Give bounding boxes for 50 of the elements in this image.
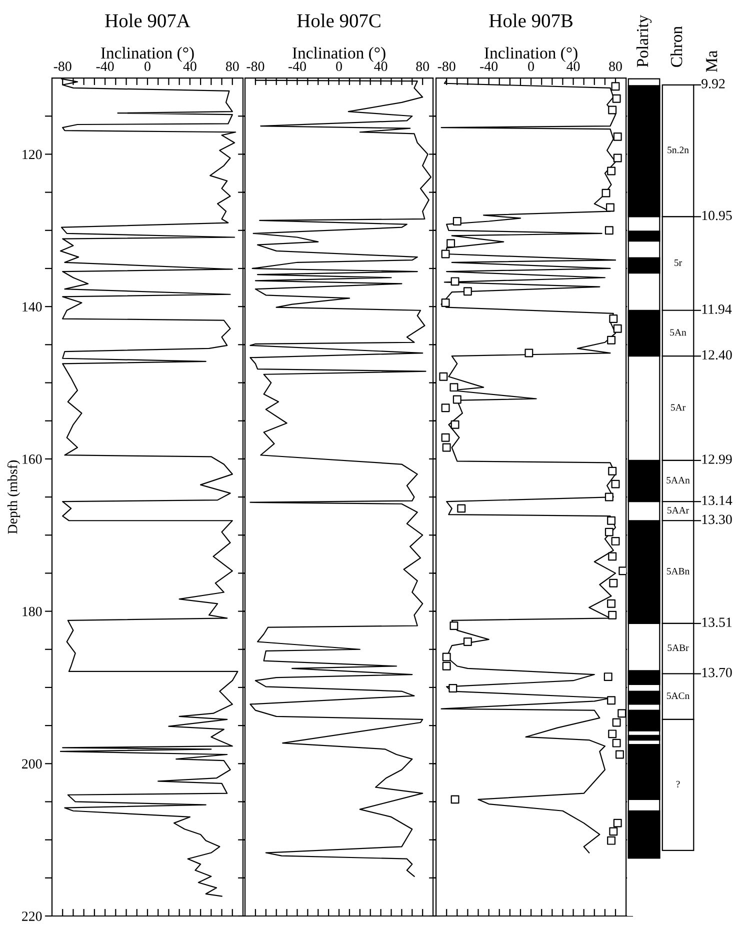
x-tick-label: -80 (438, 62, 456, 72)
x-tick-label: -80 (246, 62, 264, 72)
x-tick-label: -80 (54, 62, 72, 72)
annotation: 13.51 (702, 618, 732, 628)
x-tick-label: -40 (288, 62, 306, 72)
annotation: 13.70 (702, 668, 732, 678)
series-label: 5AAn (666, 476, 690, 484)
legend-label: 5AAr (668, 507, 689, 514)
x-tick-label: 80 (609, 62, 622, 72)
x-axis-title: Inclination (°) (101, 46, 194, 62)
x-tick-label: 0 (528, 62, 534, 72)
x-axis-title: Inclination (°) (292, 46, 386, 62)
annotation: 10.95 (702, 210, 732, 220)
series-label: 5ABr (668, 644, 689, 652)
y-axis-title: Depth (mbsf) (7, 460, 20, 534)
y-tick-label: 120 (22, 150, 42, 160)
x-tick-label: 40 (374, 62, 388, 72)
x-tick-label: 0 (144, 62, 150, 72)
annotation: 13.30 (702, 514, 732, 524)
x-tick-label: 80 (226, 62, 239, 72)
x-tick-label: 80 (416, 62, 430, 72)
y-axis-title: Ma (706, 50, 718, 72)
annotation: 13.14 (702, 496, 732, 506)
chart-title: Hole 907A (105, 14, 190, 28)
x-tick-label: 0 (336, 62, 342, 72)
annotation: 9.92 (702, 79, 725, 88)
series-label: 5r (674, 260, 682, 266)
series-label: ? (676, 780, 680, 788)
annotation: 12.99 (702, 454, 732, 464)
x-tick-label: -40 (480, 62, 498, 72)
x-tick-label: Chron (670, 26, 682, 67)
series-label: 5n.2n (668, 146, 689, 154)
y-tick-label: 160 (22, 454, 42, 464)
series-label: 5ACn (666, 692, 690, 700)
x-tick-label: 40 (566, 62, 580, 72)
x-tick-label: 40 (183, 62, 196, 72)
y-tick-label: 200 (22, 759, 42, 769)
y-tick-label: 180 (22, 606, 42, 616)
x-tick-label: -40 (96, 62, 114, 72)
x-axis-title: Inclination (°) (484, 46, 578, 62)
y-tick-label: 220 (22, 912, 42, 921)
y-tick-label: 140 (22, 302, 42, 312)
series-label: 5Ar (671, 404, 686, 411)
chart-title: Hole 907B (489, 14, 572, 28)
annotation: 12.40 (702, 350, 732, 360)
x-tick-label: Polarity (636, 14, 652, 68)
chart-title: Hole 907C (297, 14, 380, 28)
series-label: 5An (670, 329, 686, 336)
series-label: 5ABn (666, 568, 690, 574)
annotation: 11.94 (702, 304, 732, 314)
